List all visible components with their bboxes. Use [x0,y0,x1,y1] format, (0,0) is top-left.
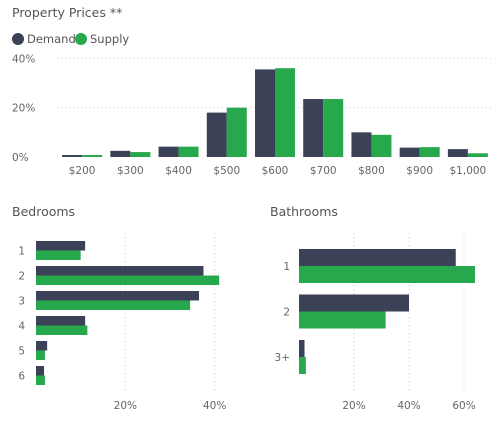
legend-label-demand: Demand [27,32,76,46]
bar-supply [36,250,81,260]
x-tick-label: 40% [203,400,226,412]
bar-supply [36,300,191,310]
legend: Demand Supply [12,32,129,46]
bar-supply [178,146,199,157]
category-label: 3 [18,296,25,308]
bars [36,241,220,385]
legend-marker-supply [75,33,87,45]
bar-demand [36,316,86,326]
bar-supply [467,153,488,157]
bar-demand [36,291,200,301]
bar-supply [36,275,220,285]
bar-demand [62,155,83,157]
x-tick-label: 20% [342,400,365,412]
x-tick-label: 20% [114,400,137,412]
legend-label-supply: Supply [90,32,129,46]
x-tick-label: $700 [310,165,337,177]
bar-demand [299,294,409,312]
bar-supply [299,357,306,374]
x-tick-label: 40% [397,400,420,412]
x-tick-label: $600 [262,165,289,177]
bedrooms-chart: Bedrooms 1 2 3 4 5 6 20% 40% [12,204,226,412]
category-labels: 1 2 3 4 5 6 [18,246,25,383]
x-axis-ticks: 20% 40% [114,400,227,412]
chart-title: Bathrooms [270,204,338,219]
bar-demand [299,249,456,266]
bar-demand [447,149,468,157]
bar-supply [36,375,45,385]
bar-supply [275,68,295,157]
chart-title: Property Prices ** [12,5,122,20]
x-tick-label: $1,000 [450,165,487,177]
category-label: 2 [283,307,290,319]
x-axis-ticks: 20% 40% 60% [342,400,475,412]
bar-supply [226,107,247,157]
x-tick-label: $200 [69,165,96,177]
category-label: 3+ [275,352,290,364]
x-tick-label: $500 [213,165,240,177]
bar-supply [36,325,88,335]
category-label: 4 [18,321,25,333]
chart-title: Bedrooms [12,204,75,219]
x-tick-label: 60% [452,400,475,412]
category-label: 1 [283,261,290,273]
category-label: 6 [18,371,25,383]
y-tick-label: 0% [12,152,29,164]
category-labels: 1 2 3+ [275,261,290,364]
bar-supply [82,155,103,157]
bars [299,249,475,374]
bar-supply [419,147,440,157]
bathrooms-chart: Bathrooms 1 2 3+ 20% 40% 60% [270,204,476,412]
gridlines [124,233,216,393]
bar-demand [255,69,275,157]
bar-supply [323,99,344,157]
bar-demand [206,112,227,157]
bar-supply [299,266,475,283]
bar-supply [130,152,151,157]
bar-demand [351,132,372,157]
category-label: 1 [18,246,25,258]
x-tick-label: $300 [117,165,144,177]
y-tick-label: 40% [12,53,35,65]
bar-supply [299,311,386,329]
bar-demand [303,99,324,157]
bar-demand [399,147,420,157]
bar-demand [299,340,305,357]
bar-demand [110,150,131,157]
bar-demand [36,366,45,376]
category-label: 5 [18,346,25,358]
bar-supply [36,350,45,360]
bar-demand [36,241,86,251]
bar-demand [36,266,204,276]
category-label: 2 [18,271,25,283]
x-axis-ticks: $200 $300 $400 $500 $600 $700 $800 $900 $1,000 [69,165,487,177]
property-prices-chart: Property Prices ** Demand Supply 0% 20% 40… [12,5,492,177]
y-tick-label: 20% [12,103,35,115]
legend-marker-demand [12,33,24,45]
bar-supply [371,134,392,157]
bar-demand [36,341,48,351]
x-tick-label: $400 [165,165,192,177]
y-axis-ticks: 0% 20% 40% [12,53,35,164]
bars [62,68,488,157]
x-tick-label: $800 [358,165,385,177]
bar-demand [158,146,179,157]
x-tick-label: $900 [406,165,433,177]
